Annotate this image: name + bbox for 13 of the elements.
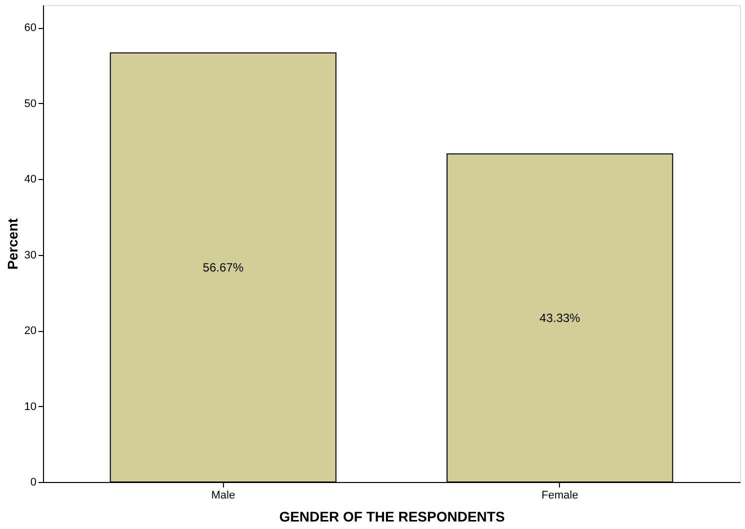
x-tick-label: Female xyxy=(542,490,578,502)
y-tick-label: 0 xyxy=(30,476,36,488)
data-label: 43.33% xyxy=(540,310,581,325)
y-tick-label: 40 xyxy=(24,174,36,186)
y-tick-label: 20 xyxy=(24,325,36,338)
y-tick-label: 30 xyxy=(24,249,36,262)
y-tick-label: 10 xyxy=(24,400,36,413)
x-axis-title: GENDER OF THE RESPONDENTS xyxy=(279,508,505,524)
data-label: 56.67% xyxy=(202,260,244,274)
y-axis-title: Percent xyxy=(4,218,20,270)
y-tick-label: 60 xyxy=(24,22,36,34)
y-tick-label: 50 xyxy=(24,98,36,110)
x-tick-label: Male xyxy=(211,490,236,502)
